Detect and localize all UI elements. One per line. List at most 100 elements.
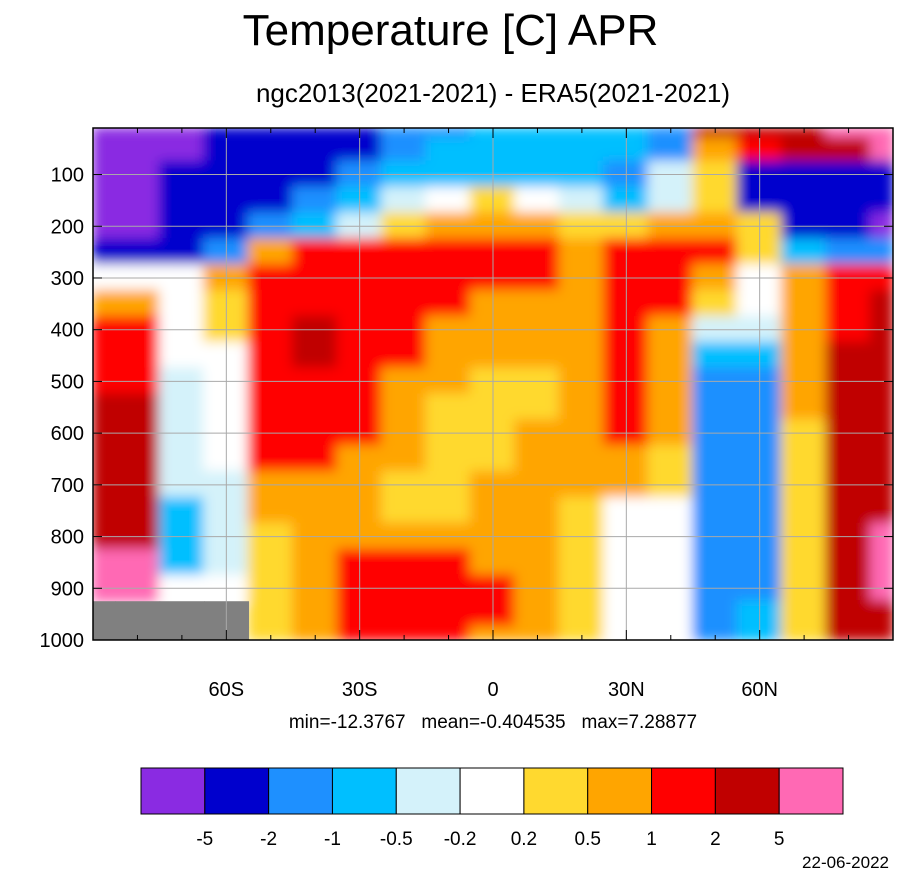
field-cell bbox=[425, 238, 472, 267]
field-cell bbox=[292, 137, 339, 163]
field-cell bbox=[647, 496, 694, 525]
field-cell bbox=[647, 238, 694, 267]
y-tick-label: 200 bbox=[51, 216, 84, 238]
field-cell bbox=[825, 600, 872, 629]
colorbar-swatch bbox=[268, 767, 333, 815]
field-cell bbox=[869, 393, 893, 422]
field-cell bbox=[425, 186, 472, 215]
field-cell bbox=[869, 626, 893, 640]
field-cell bbox=[869, 238, 893, 267]
y-tick-label: 600 bbox=[51, 423, 84, 445]
colorbar-swatch bbox=[523, 767, 589, 815]
field-cell bbox=[780, 341, 828, 370]
field-cell bbox=[869, 445, 893, 473]
field-cell bbox=[292, 128, 339, 140]
field-cell bbox=[825, 238, 872, 267]
field-cell bbox=[780, 548, 828, 577]
field-cell bbox=[158, 548, 206, 577]
field-cell bbox=[425, 393, 472, 422]
field-cell bbox=[114, 137, 161, 163]
x-tick-label: 30N bbox=[608, 679, 645, 701]
y-tick-label: 100 bbox=[51, 165, 84, 187]
field-cell bbox=[380, 548, 428, 577]
field-cell bbox=[780, 186, 828, 215]
field-cell bbox=[292, 289, 339, 318]
field-cell bbox=[692, 626, 739, 640]
field-cell bbox=[869, 496, 893, 525]
field-cell bbox=[780, 128, 828, 140]
colorbar: -5 -2 -1 -0.5 -0.2 0.2 0.5 1 2 5 bbox=[140, 767, 844, 850]
field-cell bbox=[558, 238, 606, 267]
field-cell bbox=[380, 600, 428, 629]
field-cell bbox=[558, 137, 606, 163]
field-cell bbox=[292, 496, 339, 525]
field-cell bbox=[247, 445, 294, 473]
field-cell bbox=[780, 289, 828, 318]
field-cell bbox=[647, 137, 694, 163]
field-cell bbox=[514, 600, 561, 629]
field-cell bbox=[647, 186, 694, 215]
colorbar-label: 2 bbox=[710, 829, 721, 850]
chart-title: Temperature [C] APR bbox=[242, 6, 659, 55]
field-cell bbox=[869, 548, 893, 577]
colorbar-label: 0.5 bbox=[575, 829, 601, 850]
field-cell bbox=[514, 496, 561, 525]
field-cell bbox=[692, 186, 739, 215]
field-cell bbox=[869, 128, 893, 140]
field-cell bbox=[158, 289, 206, 318]
colorbar-label: -5 bbox=[196, 829, 213, 850]
y-tick-label: 300 bbox=[51, 268, 84, 290]
missing-data-cell bbox=[93, 601, 116, 628]
colorbar-label: -0.5 bbox=[380, 829, 413, 850]
field-cell bbox=[380, 445, 428, 473]
field-cell bbox=[425, 137, 472, 163]
field-cell bbox=[647, 548, 694, 577]
y-tick-label: 900 bbox=[51, 578, 84, 600]
field-cell bbox=[114, 341, 161, 370]
field-cell bbox=[425, 496, 472, 525]
field-cell bbox=[514, 548, 561, 577]
field-cell bbox=[114, 238, 161, 267]
field-cell bbox=[114, 186, 161, 215]
field-cell bbox=[558, 445, 606, 473]
field-cell bbox=[380, 186, 428, 215]
field-cell bbox=[514, 445, 561, 473]
colorbar-swatch bbox=[459, 767, 525, 815]
field-cell bbox=[380, 289, 428, 318]
field-cell bbox=[514, 238, 561, 267]
field-cell bbox=[425, 289, 472, 318]
field-cell bbox=[380, 137, 428, 163]
field-cell bbox=[692, 128, 739, 140]
x-tick-label: 60N bbox=[741, 679, 778, 701]
field-cell bbox=[825, 137, 872, 163]
field-cell bbox=[692, 289, 739, 318]
field-cell bbox=[93, 341, 117, 370]
field-cell bbox=[825, 128, 872, 140]
field-cell bbox=[647, 393, 694, 422]
colorbar-label: -0.2 bbox=[444, 829, 477, 850]
field-cell bbox=[514, 186, 561, 215]
field-cell bbox=[825, 186, 872, 215]
grid-lines bbox=[93, 128, 893, 641]
field-cell bbox=[558, 341, 606, 370]
field-cell bbox=[558, 626, 606, 640]
field-cell bbox=[647, 445, 694, 473]
field-cell bbox=[114, 548, 161, 577]
field-cell bbox=[158, 128, 206, 140]
field-cell bbox=[292, 445, 339, 473]
field-cell bbox=[780, 626, 828, 640]
field-cell bbox=[114, 128, 161, 140]
field-cell bbox=[692, 445, 739, 473]
colorbar-label: -1 bbox=[324, 829, 341, 850]
field-cell bbox=[425, 341, 472, 370]
missing-data-cell bbox=[159, 601, 205, 628]
field-cell bbox=[114, 496, 161, 525]
field-cell bbox=[825, 626, 872, 640]
field-cell bbox=[647, 626, 694, 640]
colorbar-swatch bbox=[651, 767, 716, 815]
chart-subtitle: ngc2013(2021-2021) - ERA5(2021-2021) bbox=[255, 78, 731, 108]
field-cell bbox=[869, 137, 893, 163]
field-cell bbox=[114, 289, 161, 318]
field-cell bbox=[780, 445, 828, 473]
field-cell bbox=[514, 341, 561, 370]
